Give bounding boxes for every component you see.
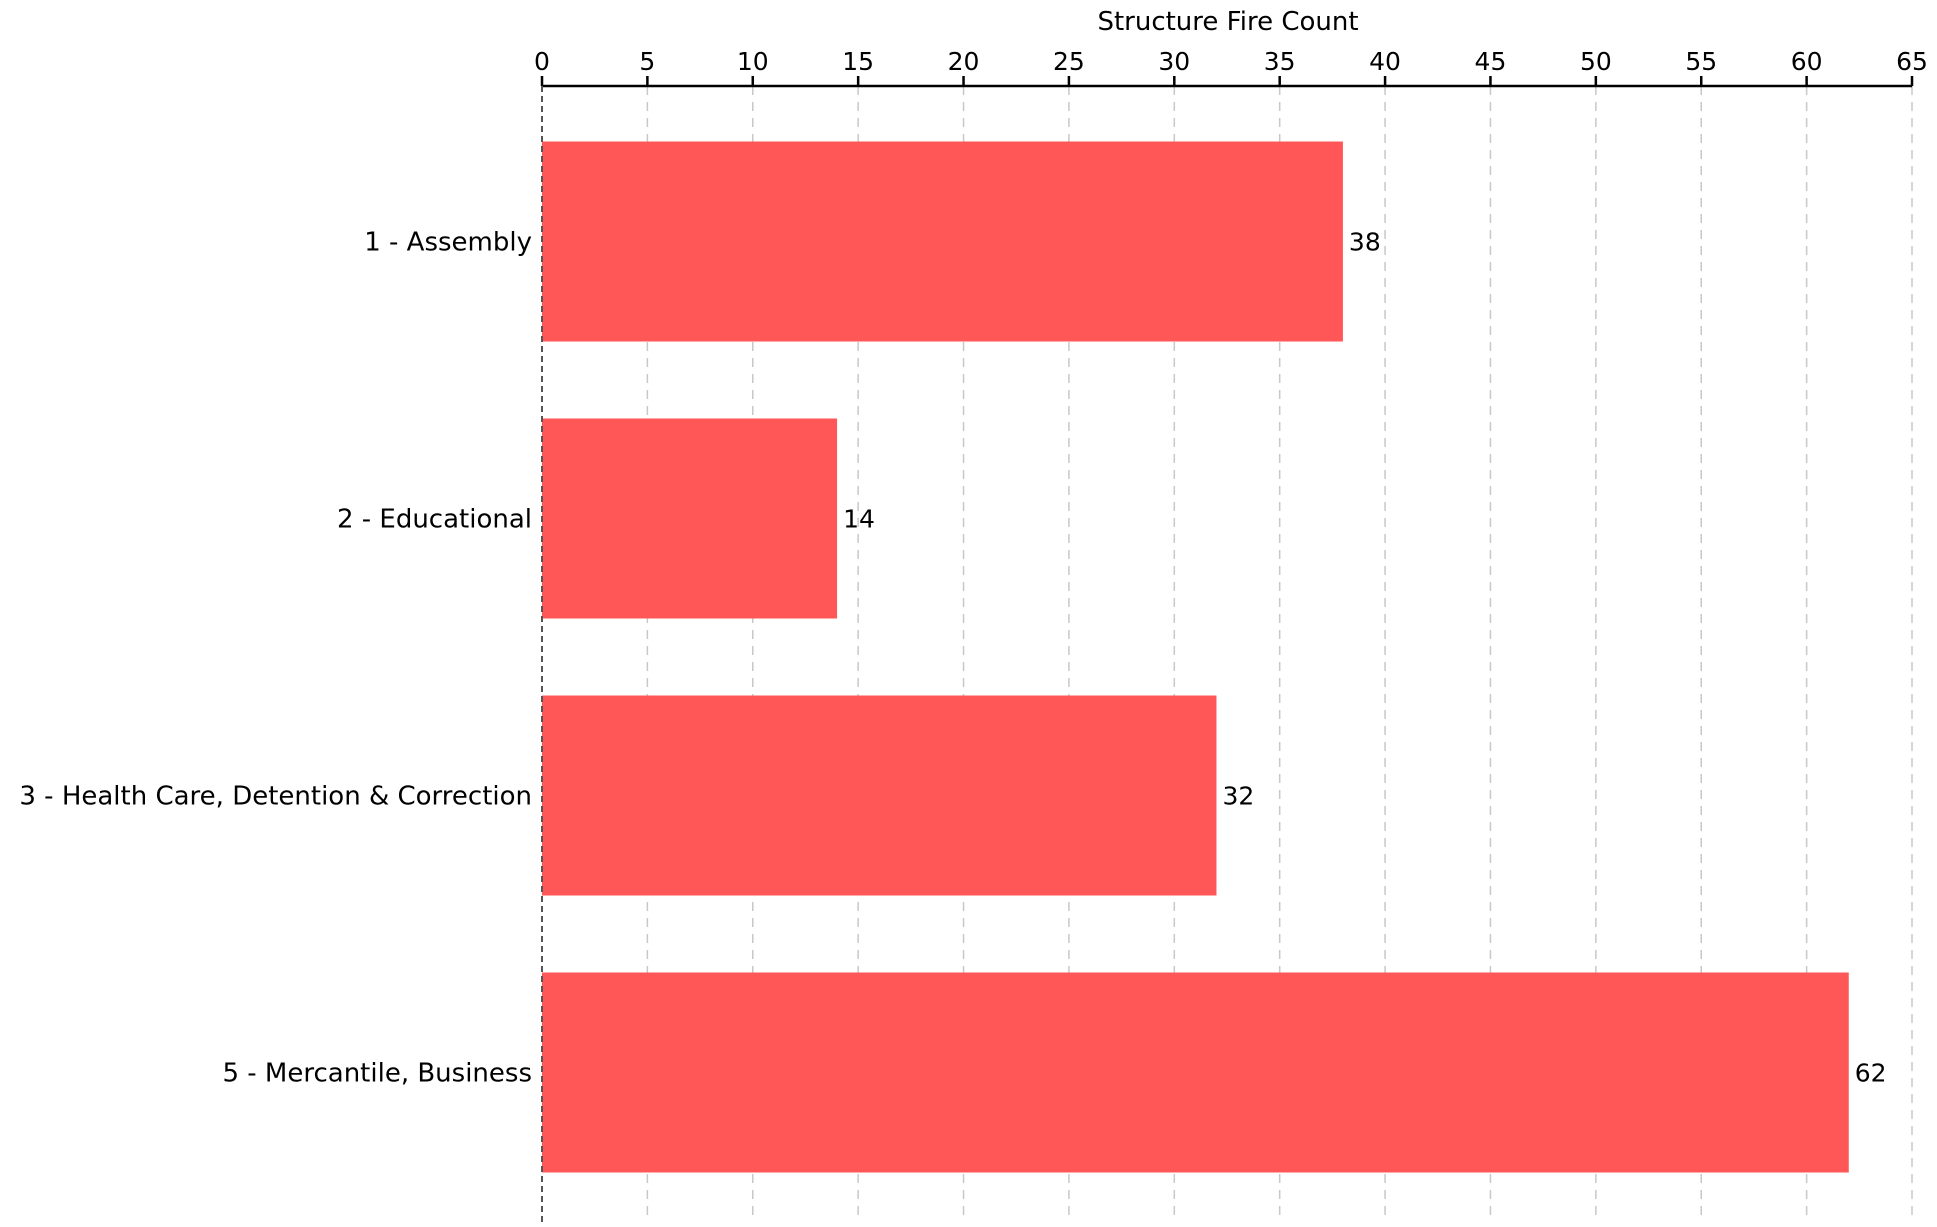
x-tick-label: 30	[1158, 47, 1190, 76]
x-axis: 0 5 10 15 20 25 30 35 40 45 50 55 60 65	[534, 47, 1928, 1222]
category-label: 3 - Health Care, Detention & Correction	[19, 782, 532, 812]
x-tick-label: 40	[1369, 47, 1401, 76]
value-labels: 38 14 32 62	[843, 228, 1887, 1088]
x-tick-label: 35	[1264, 47, 1296, 76]
x-tick-label: 50	[1580, 47, 1612, 76]
category-label: 5 - Mercantile, Business	[222, 1059, 532, 1089]
value-label: 14	[843, 505, 875, 534]
x-tick-label: 60	[1791, 47, 1823, 76]
x-tick-label: 55	[1685, 47, 1717, 76]
x-tick-label: 0	[534, 47, 550, 76]
x-tick-label: 20	[948, 47, 980, 76]
x-tick-label: 5	[639, 47, 655, 76]
x-tick-label: 45	[1475, 47, 1507, 76]
bar[interactable]	[542, 418, 838, 619]
bar[interactable]	[542, 141, 1343, 342]
x-axis-title: Structure Fire Count	[1097, 7, 1358, 37]
category-labels: 1 - Assembly 2 - Educational 3 - Health Ca…	[19, 228, 532, 1089]
x-tick-label: 10	[737, 47, 769, 76]
x-tick-label: 65	[1896, 47, 1928, 76]
category-label: 2 - Educational	[337, 505, 532, 535]
category-label: 1 - Assembly	[364, 228, 532, 258]
value-label: 62	[1855, 1059, 1887, 1088]
x-tick-label: 25	[1053, 47, 1085, 76]
x-tick-label: 15	[842, 47, 874, 76]
bars-group	[542, 141, 1849, 1173]
value-label: 38	[1349, 228, 1381, 257]
bar[interactable]	[542, 972, 1849, 1173]
bar[interactable]	[542, 695, 1217, 896]
value-label: 32	[1222, 782, 1254, 811]
